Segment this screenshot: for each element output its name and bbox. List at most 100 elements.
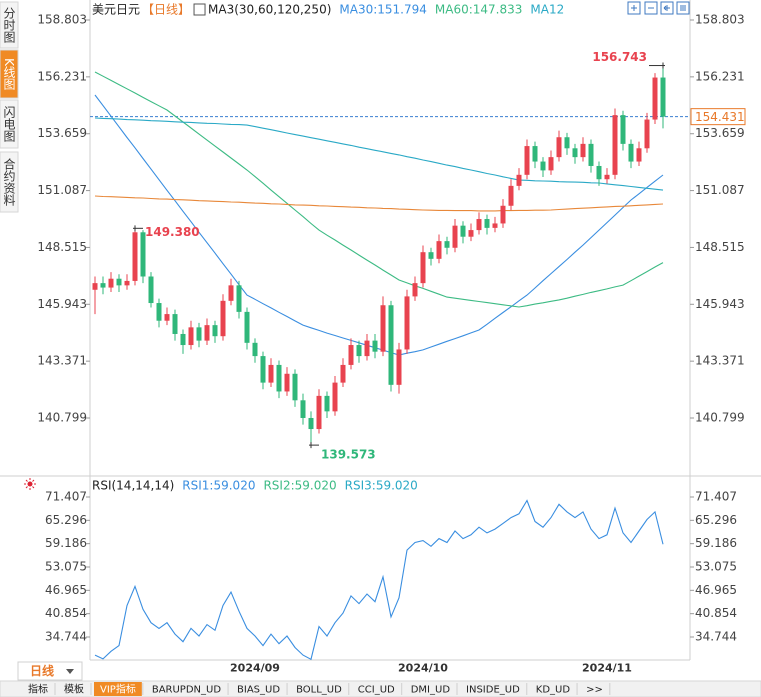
x-tick-label: 2024/11 [582, 662, 632, 675]
side-tab-label[interactable]: K线图 [2, 58, 16, 90]
candle-body [588, 143, 594, 166]
y-tick-label: 53.075 [45, 559, 87, 573]
bottom-tab-label[interactable]: INSIDE_UD [466, 685, 520, 696]
period-subtitle: 【日线】 [142, 3, 190, 17]
candle-body [564, 137, 570, 149]
side-tab[interactable] [0, 151, 19, 213]
period-label[interactable]: 日线 [30, 663, 54, 678]
candle-body [636, 148, 642, 162]
zoom-in-icon[interactable] [627, 1, 641, 15]
y-tick-label: 153.659 [37, 126, 87, 140]
candle-body [428, 252, 434, 259]
candle-body [556, 137, 562, 158]
candle-body [436, 241, 442, 259]
icon-glyph [680, 5, 686, 11]
move-icon[interactable] [660, 1, 674, 15]
bottom-tab[interactable] [94, 682, 142, 696]
toolbar[interactable] [627, 1, 690, 15]
indicator-label: MA3(30,60,120,250) [208, 3, 331, 17]
candle-body [660, 77, 666, 117]
side-tab[interactable] [0, 1, 19, 49]
y-tick-label-right: 156.231 [695, 69, 745, 83]
candle-body [612, 115, 618, 175]
candle-body [252, 342, 258, 357]
candle-body [492, 223, 498, 228]
candle-body [364, 340, 370, 357]
y-tick-label-right: 46.965 [695, 583, 737, 597]
bottom-tab-label[interactable]: KD_UD [536, 685, 571, 696]
side-tab-label[interactable]: 分时图 [2, 7, 16, 43]
candle-body [460, 225, 466, 237]
zoom-out-icon[interactable] [644, 1, 658, 15]
period-button[interactable] [17, 661, 83, 681]
icon-rays [24, 478, 36, 490]
y-tick-label-right: 53.075 [695, 559, 737, 573]
candle-body [172, 314, 178, 334]
y-tick-label-right: 40.854 [695, 606, 737, 620]
candle-body [260, 356, 266, 383]
y-tick-label-right: 153.659 [695, 126, 745, 140]
bottom-tab-label[interactable]: 指标 [28, 683, 48, 696]
ma-line [94, 195, 664, 212]
candle-body [604, 174, 610, 180]
y-tick-label-right: 34.744 [695, 629, 737, 643]
candle-body [596, 165, 602, 180]
candle-body [236, 285, 242, 312]
candle-body [540, 161, 546, 171]
legend-entry: RSI2:59.020 [263, 479, 336, 493]
candle-body [532, 146, 538, 162]
candle-body [548, 157, 554, 171]
bottom-tab-label[interactable]: 模板 [64, 683, 84, 696]
y-tick-label: 46.965 [45, 583, 87, 597]
candle-body [308, 417, 314, 430]
candle-body [412, 283, 418, 297]
icon-box[interactable] [193, 3, 206, 16]
candle-body [356, 345, 362, 357]
side-tab[interactable] [0, 49, 19, 99]
candle-body [484, 219, 490, 228]
side-tab[interactable] [0, 99, 19, 149]
bottom-tab-label[interactable]: DMI_UD [411, 685, 451, 696]
candle-body [100, 283, 106, 288]
side-tab-label[interactable]: 合约资料 [2, 157, 16, 206]
x-tick-label: 2024/09 [230, 662, 280, 675]
candle-body [524, 146, 530, 175]
extreme-label: 149.380 [145, 225, 200, 239]
candle-body [148, 276, 154, 304]
y-tick-label: 158.803 [37, 13, 87, 27]
legend-entry: MA60:147.833 [435, 3, 523, 17]
side-tab-label[interactable]: 闪电图 [2, 106, 16, 142]
candle-body [572, 148, 578, 158]
bottom-tab-label[interactable]: CCI_UD [358, 685, 395, 696]
y-tick-label-right: 148.515 [695, 240, 745, 254]
candle-body [124, 280, 130, 286]
last-price-box [690, 108, 746, 126]
candle-body [468, 230, 474, 237]
bottom-tab-label[interactable]: BARUPDN_UD [152, 685, 221, 696]
tab-bar [0, 680, 761, 697]
candle-body [628, 143, 634, 162]
candle-body [620, 115, 626, 144]
candle-body [444, 241, 450, 248]
candle-body [228, 285, 234, 301]
candle-body [388, 305, 394, 385]
bottom-tab-label[interactable]: >> [586, 685, 603, 696]
y-tick-label: 151.087 [37, 183, 87, 197]
bottom-tab-label[interactable]: BIAS_UD [237, 685, 280, 696]
reset-icon[interactable] [676, 1, 690, 15]
y-tick-label: 140.799 [37, 411, 87, 425]
indicator-icon[interactable] [193, 3, 206, 16]
settings-icon[interactable] [24, 478, 36, 490]
y-tick-label: 65.296 [45, 513, 87, 527]
candle-body [284, 373, 290, 392]
candle-body [292, 373, 298, 401]
legend-entry: RSI1:59.020 [182, 479, 255, 493]
y-tick-label: 156.231 [37, 69, 87, 83]
extreme-label: 139.573 [321, 448, 376, 462]
y-tick-label: 145.943 [37, 297, 87, 311]
candle-body [220, 300, 226, 337]
bottom-tab-label[interactable]: BOLL_UD [296, 685, 342, 696]
candle-body [516, 174, 522, 186]
bottom-tab-label[interactable]: VIP指标 [100, 683, 136, 696]
indicator-label: RSI(14,14,14) [92, 479, 174, 493]
